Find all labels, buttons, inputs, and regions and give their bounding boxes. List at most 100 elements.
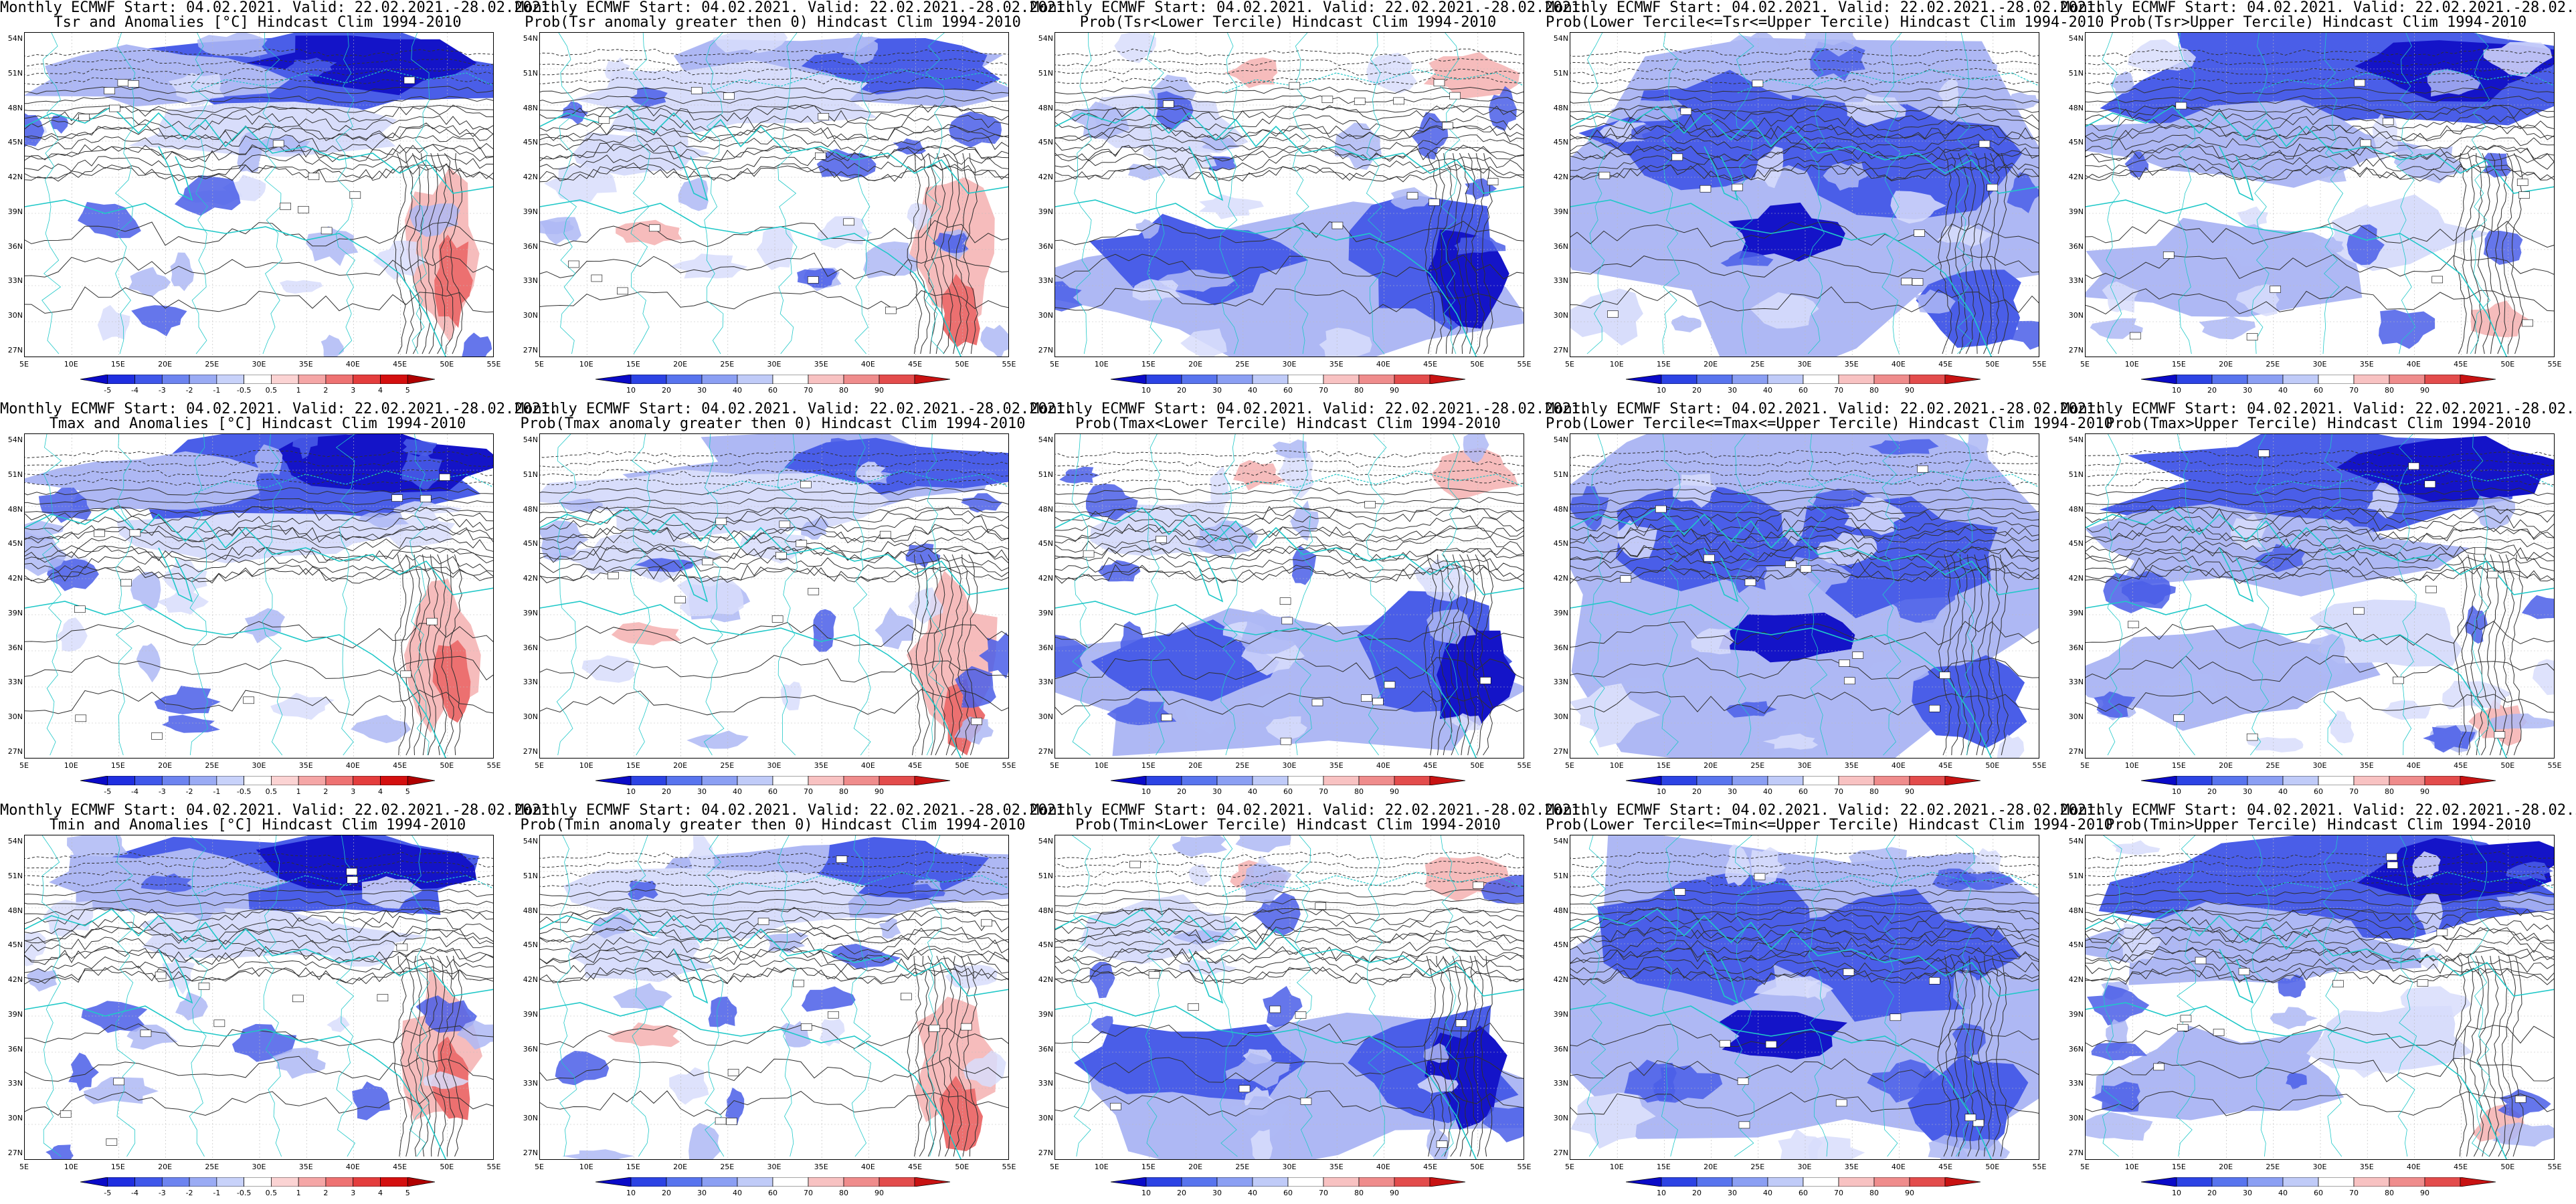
- colorbar-swatch: [1732, 776, 1768, 785]
- colorbar-swatch: [1944, 776, 1981, 785]
- longitude-label: 15E: [1141, 360, 1156, 369]
- latitude-label: 30N: [523, 712, 538, 722]
- longitude-label: 30E: [1282, 1163, 1297, 1171]
- colorbar-tick-label: 20: [662, 787, 671, 796]
- latitude-label: 27N: [1553, 346, 1568, 355]
- longitude-label: 55E: [1517, 360, 1532, 369]
- latitude-label: 27N: [2068, 747, 2084, 756]
- latitude-label: 51N: [1038, 871, 1053, 880]
- colorbar-tick-label: 80: [839, 386, 848, 395]
- forecast-map: [1570, 433, 2039, 759]
- longitude-label: 10E: [2124, 761, 2139, 770]
- longitude-label: 25E: [2266, 761, 2280, 770]
- colorbar-swatch: [701, 776, 738, 785]
- colorbar-swatch: [1873, 776, 1910, 785]
- longitude-label: 55E: [1517, 1163, 1532, 1171]
- longitude-label: 50E: [1985, 360, 2000, 369]
- longitude-label: 55E: [486, 1163, 501, 1171]
- longitude-label: 20E: [1704, 360, 1718, 369]
- colorbar-swatch: [1909, 776, 1946, 785]
- colorbar-swatch: [2389, 776, 2425, 785]
- latitude-label: 27N: [7, 747, 23, 756]
- colorbar-tick-label: -4: [131, 787, 139, 796]
- longitude-label: 10E: [1609, 360, 1624, 369]
- panel-title-line1: Monthly ECMWF Start: 04.02.2021. Valid: …: [0, 401, 559, 417]
- panel-title-line1: Monthly ECMWF Start: 04.02.2021. Valid: …: [1030, 0, 1589, 16]
- latitude-label: 51N: [1553, 871, 1568, 880]
- longitude-label: 15E: [110, 360, 125, 369]
- colorbar-swatch: [737, 1177, 773, 1187]
- longitude-label: 30E: [252, 761, 266, 770]
- colorbar-swatch: [2282, 375, 2319, 384]
- panel-title-line2: Prob(Tsr>Upper Tercile) Hindcast Clim 19…: [2110, 14, 2527, 31]
- colorbar-swatch: [353, 375, 381, 384]
- colorbar-swatch: [2141, 776, 2177, 785]
- forecast-map: [1570, 32, 2039, 357]
- latitude-label: 36N: [7, 241, 23, 251]
- colorbar-tick-label: 90: [1905, 1189, 1914, 1197]
- latitude-label: 42N: [1553, 975, 1568, 985]
- colorbar-swatch: [107, 1177, 135, 1187]
- colorbar-swatch: [134, 375, 163, 384]
- colorbar-tick-label: 1: [296, 1189, 301, 1197]
- latitude-label: 33N: [2068, 678, 2084, 687]
- longitude-label: 50E: [1985, 761, 2000, 770]
- longitude-label: 55E: [1002, 360, 1016, 369]
- latitude-label: 39N: [523, 1009, 538, 1019]
- colorbar-tick-label: 90: [1390, 386, 1399, 395]
- latitude-label: 48N: [7, 906, 23, 915]
- latitude-label: 45N: [7, 138, 23, 147]
- panel-title-line2: Prob(Lower Tercile<=Tsr<=Upper Tercile) …: [1546, 14, 2104, 31]
- latitude-label: 27N: [1038, 747, 1053, 756]
- colorbar-swatch: [244, 1177, 272, 1187]
- latitude-label: 51N: [7, 68, 23, 78]
- panel-title-line1: Monthly ECMWF Start: 04.02.2021. Valid: …: [1546, 0, 2104, 16]
- longitude-label: 20E: [1188, 360, 1203, 369]
- longitude-label: 50E: [2500, 360, 2515, 369]
- map-panel-5: Monthly ECMWF Start: 04.02.2021. Valid: …: [2061, 0, 2576, 401]
- latitude-label: 45N: [1553, 138, 1568, 147]
- latitude-label: 51N: [2068, 470, 2084, 479]
- colorbar-tick-label: 90: [2420, 386, 2429, 395]
- colorbar-tick-label: 60: [768, 386, 777, 395]
- colorbar-tick-label: 1: [296, 787, 301, 796]
- latitude-label: 30N: [523, 311, 538, 320]
- map-canvas: [25, 33, 493, 357]
- colorbar-swatch: [80, 776, 108, 785]
- latitude-label: 42N: [2068, 574, 2084, 583]
- latitude-label: 48N: [523, 103, 538, 112]
- longitude-label: 25E: [2266, 1163, 2280, 1171]
- longitude-label: 40E: [1891, 1163, 1906, 1171]
- longitude-label: 25E: [1750, 761, 1765, 770]
- map-panel-8: Monthly ECMWF Start: 04.02.2021. Valid: …: [1030, 401, 1588, 803]
- latitude-label: 51N: [1553, 470, 1568, 479]
- latitude-label: 48N: [1038, 103, 1053, 112]
- latitude-label: 42N: [1038, 173, 1053, 182]
- map-panel-7: Monthly ECMWF Start: 04.02.2021. Valid: …: [515, 401, 1073, 803]
- colorbar-swatch: [216, 1177, 244, 1187]
- latitude-label: 27N: [523, 747, 538, 756]
- latitude-label: 45N: [523, 539, 538, 548]
- longitude-label: 30E: [252, 360, 266, 369]
- colorbar-swatch: [1287, 1177, 1324, 1187]
- colorbar-swatch: [1838, 1177, 1875, 1187]
- latitude-label: 33N: [1038, 1079, 1053, 1088]
- longitude-label: 10E: [1609, 761, 1624, 770]
- colorbar-swatch: [843, 1177, 880, 1187]
- longitude-label: 35E: [298, 360, 313, 369]
- longitude-label: 25E: [1235, 1163, 1250, 1171]
- colorbar-tick-label: 40: [733, 1189, 742, 1197]
- colorbar-tick-label: 30: [1212, 787, 1222, 796]
- forecast-map: [1054, 835, 1524, 1160]
- latitude-label: 42N: [1553, 574, 1568, 583]
- map-panel-6: Monthly ECMWF Start: 04.02.2021. Valid: …: [0, 401, 559, 803]
- map-panel-3: Monthly ECMWF Start: 04.02.2021. Valid: …: [1030, 0, 1589, 401]
- latitude-label: 27N: [1553, 747, 1568, 756]
- longitude-label: 35E: [2359, 360, 2374, 369]
- colorbar-swatch: [271, 1177, 299, 1187]
- colorbar-swatch: [2424, 375, 2461, 384]
- colorbar-swatch: [407, 375, 435, 384]
- longitude-label: 20E: [673, 1163, 688, 1171]
- colorbar-swatch: [353, 1177, 381, 1187]
- panel-title-line1: Monthly ECMWF Start: 04.02.2021. Valid: …: [515, 0, 1074, 16]
